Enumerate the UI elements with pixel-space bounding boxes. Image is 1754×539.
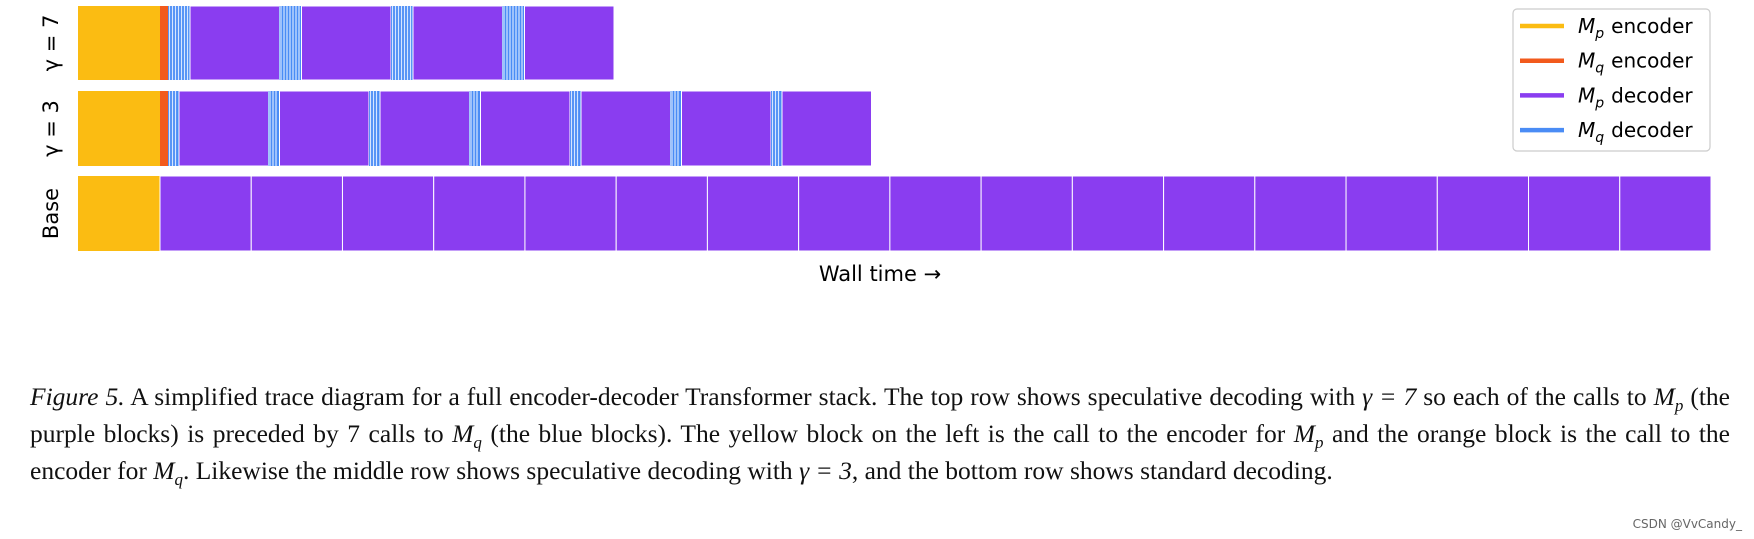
math-subscript: p (1674, 396, 1684, 416)
mp-decoder-block (524, 5, 615, 81)
mp-encoder-block (78, 91, 160, 166)
mq-decoder-block (469, 91, 481, 166)
mp-decoder-block (301, 5, 392, 81)
caption-math: γ = 3 (799, 456, 852, 485)
caption-text: so each of the calls to (1416, 382, 1654, 411)
caption-text: , and the bottom row shows standard deco… (851, 456, 1333, 485)
row-label: γ = 7 (39, 15, 63, 72)
mp-decoder-block (379, 90, 470, 167)
caption-math: Mq (452, 419, 482, 451)
caption-math: Mq (153, 456, 183, 488)
mp-decoder-block (1163, 175, 1256, 252)
mq-decoder-block (570, 91, 581, 166)
legend-text: decoder (1611, 83, 1693, 107)
watermark: CSDN @VvCandy_ (1632, 517, 1742, 531)
legend-symbol: M (1578, 118, 1595, 142)
math-symbol: M (1293, 419, 1315, 448)
x-axis-label: Wall time → (819, 262, 941, 286)
mp-decoder-block (706, 175, 800, 252)
mp-decoder-block (889, 175, 982, 252)
mq-decoder-block (670, 91, 682, 166)
legend-symbol: M (1578, 49, 1595, 73)
caption-text: . Likewise the middle row shows speculat… (182, 456, 800, 485)
mp-decoder-block (159, 175, 252, 252)
mp-decoder-block (798, 175, 891, 252)
mp-decoder-block (980, 175, 1073, 252)
legend-box (1512, 8, 1711, 152)
mp-decoder-block (681, 90, 772, 167)
math-symbol: γ = 7 (1362, 382, 1417, 411)
mp-decoder-block (433, 175, 526, 252)
mp-decoder-block (1071, 175, 1165, 252)
mp-decoder-block (615, 175, 708, 252)
caption-text: (the purple blocks) is preceded by 7 cal… (30, 382, 1730, 448)
mp-decoder-block (781, 90, 872, 167)
mp-decoder-block (524, 175, 617, 252)
mp-encoder-block (78, 6, 160, 80)
mp-decoder-block (279, 90, 370, 167)
mp-decoder-block (1436, 175, 1530, 252)
legend-text: decoder (1611, 118, 1693, 142)
mp-decoder-block (1254, 175, 1347, 252)
legend-text: encoder (1611, 14, 1693, 38)
caption-text: A simplified trace diagram for a full en… (124, 382, 1363, 411)
mp-decoder-block (412, 5, 503, 81)
caption-math: Mp (1653, 382, 1684, 414)
caption-text: (the blue blocks). The yellow block on t… (481, 419, 1294, 448)
mp-decoder-block (480, 90, 571, 167)
math-symbol: γ = 3 (799, 456, 852, 485)
math-symbol: M (1653, 382, 1675, 411)
legend-subscript: p (1594, 95, 1604, 111)
legend-symbol: M (1578, 83, 1595, 107)
mq-decoder-block (369, 91, 380, 166)
legend-subscript: q (1595, 61, 1604, 77)
caption-math: Mp (1293, 419, 1324, 451)
legend-subscript: q (1595, 130, 1604, 146)
mq-encoder-block (160, 6, 168, 80)
math-subscript: p (1314, 433, 1324, 453)
caption-text: and the orange block is the call to the … (30, 419, 1730, 485)
mp-decoder-block (1528, 175, 1621, 252)
mq-decoder-block (168, 91, 179, 166)
legend-text: encoder (1611, 49, 1693, 73)
legend-label: Mq decoder (1578, 118, 1693, 146)
mp-decoder-block (341, 175, 435, 252)
figure-label: Figure 5. (30, 382, 125, 411)
mp-decoder-block (250, 175, 343, 252)
caption: Figure 5. A simplified trace diagram for… (30, 378, 1730, 489)
mp-decoder-block (189, 5, 280, 81)
mp-encoder-block (78, 176, 160, 251)
math-symbol: M (452, 419, 474, 448)
legend-subscript: p (1594, 26, 1604, 42)
row-label: γ = 3 (39, 100, 63, 157)
mp-decoder-block (178, 90, 269, 167)
math-subscript: q (174, 470, 183, 490)
mq-decoder-block (771, 91, 782, 166)
mp-decoder-block (1619, 175, 1712, 252)
mq-encoder-block (160, 91, 168, 166)
math-subscript: q (473, 433, 482, 453)
mp-decoder-block (580, 90, 671, 167)
legend-label: Mp decoder (1578, 83, 1693, 111)
caption-math: γ = 7 (1362, 382, 1416, 411)
mp-decoder-block (1345, 175, 1438, 252)
row-label: Base (39, 188, 63, 239)
legend-symbol: M (1578, 14, 1595, 38)
legend-label: Mp encoder (1578, 14, 1693, 42)
mq-decoder-block (268, 91, 280, 166)
legend-label: Mq encoder (1578, 49, 1693, 77)
math-symbol: M (153, 456, 175, 485)
